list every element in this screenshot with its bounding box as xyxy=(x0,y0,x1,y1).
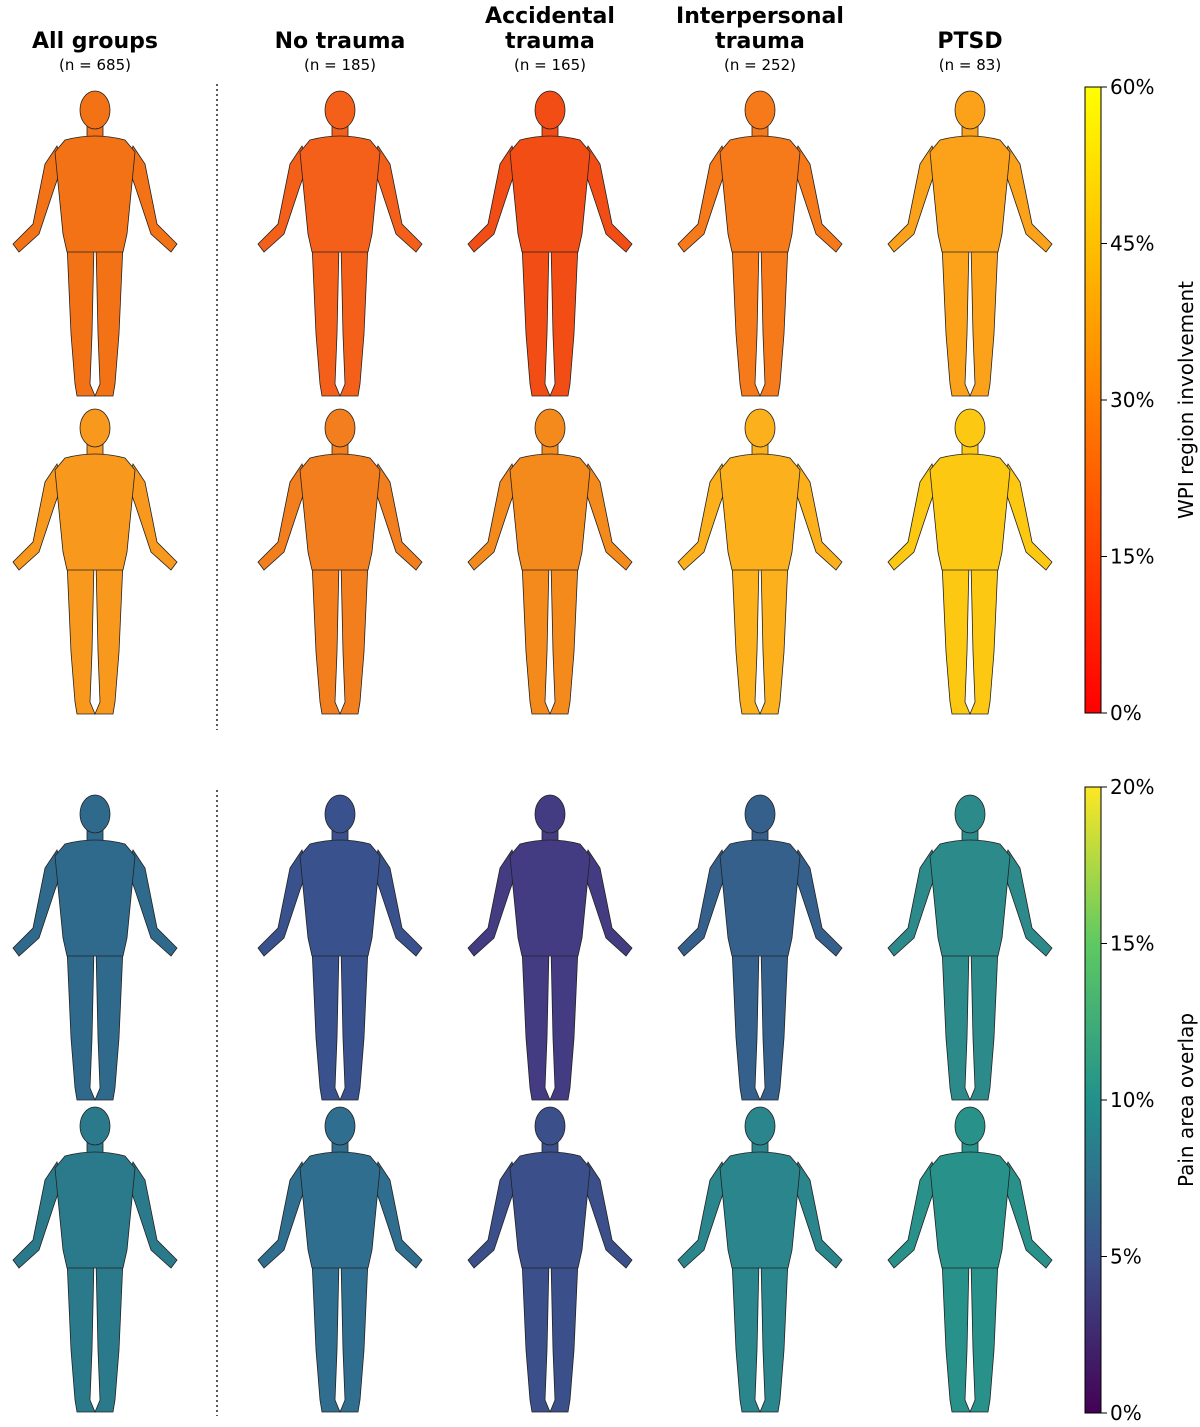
body-map xyxy=(467,794,633,1101)
column-header: Accidental trauma (n = 165) xyxy=(455,0,645,76)
column-title: No trauma xyxy=(274,29,406,54)
column-header: Interpersonal trauma (n = 252) xyxy=(665,0,855,76)
column-n: (n = 165) xyxy=(514,56,586,74)
body-map xyxy=(257,1106,423,1413)
colorbar-tick-label: 45% xyxy=(1110,232,1154,256)
body-map xyxy=(257,794,423,1101)
body-map xyxy=(12,90,178,397)
colorbar-tick-label: 30% xyxy=(1110,388,1154,412)
body-map xyxy=(257,408,423,715)
colorbar-label: WPI region involvement xyxy=(1174,281,1198,519)
colorbar-tick-label: 15% xyxy=(1110,932,1154,956)
body-map xyxy=(677,1106,843,1413)
body-map xyxy=(12,408,178,715)
body-map xyxy=(677,408,843,715)
body-map xyxy=(257,90,423,397)
colorbar-tick-label: 15% xyxy=(1110,545,1154,569)
column-title: Interpersonal trauma xyxy=(676,4,844,54)
body-map xyxy=(887,794,1053,1101)
body-map xyxy=(887,90,1053,397)
colorbar-tick-label: 10% xyxy=(1110,1088,1154,1112)
body-map xyxy=(887,408,1053,715)
colorbar-tick-label: 0% xyxy=(1110,1401,1142,1425)
column-n: (n = 685) xyxy=(59,56,131,74)
column-n: (n = 83) xyxy=(938,56,1002,74)
body-map xyxy=(467,90,633,397)
column-header: PTSD (n = 83) xyxy=(875,0,1065,76)
body-map xyxy=(887,1106,1053,1413)
body-map xyxy=(467,1106,633,1413)
column-n: (n = 252) xyxy=(724,56,796,74)
column-n: (n = 185) xyxy=(304,56,376,74)
column-header: All groups (n = 685) xyxy=(0,0,190,76)
colorbar-tick-label: 5% xyxy=(1110,1245,1142,1269)
colorbar-tick-label: 60% xyxy=(1110,75,1154,99)
body-map xyxy=(677,794,843,1101)
body-map xyxy=(12,1106,178,1413)
colorbar-tick-label: 20% xyxy=(1110,775,1154,799)
body-map xyxy=(677,90,843,397)
column-header: No trauma (n = 185) xyxy=(245,0,435,76)
colorbar-tick-label: 0% xyxy=(1110,701,1142,725)
colorbar xyxy=(1084,786,1102,1414)
column-title: PTSD xyxy=(937,29,1003,54)
colorbar-label: Pain area overlap xyxy=(1174,1013,1198,1187)
body-map xyxy=(12,794,178,1101)
body-map xyxy=(467,408,633,715)
column-title: All groups xyxy=(32,29,158,54)
column-title: Accidental trauma xyxy=(485,4,615,54)
colorbar xyxy=(1084,86,1102,714)
